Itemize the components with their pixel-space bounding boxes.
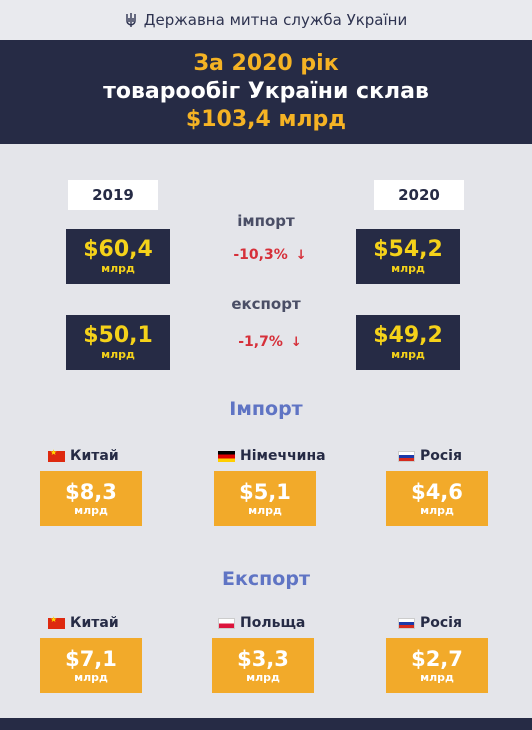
- germany-flag-icon: [218, 450, 235, 462]
- export-2019-box: $50,1 млрд: [66, 315, 170, 370]
- import-label: імпорт: [237, 212, 295, 230]
- export-2020-value: $49,2: [373, 322, 443, 348]
- footer-bar: [0, 718, 532, 730]
- export-country-china: Китай: [48, 615, 178, 631]
- import-country-china: Китай: [48, 448, 178, 464]
- import-2019-value: $60,4: [83, 236, 153, 262]
- import-china-unit: млрд: [74, 503, 108, 517]
- export-section-title: Експорт: [222, 568, 310, 590]
- import-country-germany: Німеччина: [218, 448, 348, 464]
- import-section-title: Імпорт: [229, 398, 303, 420]
- agency-name: Державна митна служба України: [143, 11, 408, 29]
- import-2020-unit: млрд: [391, 261, 425, 275]
- year-label-2020: 2020: [374, 180, 464, 210]
- headline-banner: За 2020 рік товарообіг України склав $10…: [0, 40, 532, 144]
- import-2019-box: $60,4 млрд: [66, 229, 170, 284]
- export-2020-unit: млрд: [391, 347, 425, 361]
- china-flag-icon: [48, 615, 65, 629]
- import-country-russia: Росія: [398, 448, 528, 464]
- russia-flag-icon: [398, 450, 415, 462]
- export-poland-unit: млрд: [246, 670, 280, 684]
- import-germany-unit: млрд: [248, 503, 282, 517]
- export-russia-unit: млрд: [420, 670, 454, 684]
- russia-flag-icon: [398, 617, 415, 629]
- year-label-2019: 2019: [68, 180, 158, 210]
- export-2019-value: $50,1: [83, 322, 153, 348]
- poland-flag-icon: [218, 617, 235, 629]
- import-russia-box: $4,6 млрд: [386, 471, 488, 526]
- china-flag-icon: [48, 448, 65, 462]
- import-change-value: -10,3%: [233, 247, 288, 263]
- export-country-poland: Польща: [218, 615, 348, 631]
- export-poland-box: $3,3 млрд: [212, 638, 314, 693]
- banner-year: За 2020 рік: [193, 51, 339, 76]
- banner-total: $103,4 млрд: [185, 107, 347, 132]
- country-name: Росія: [420, 448, 462, 464]
- arrow-down-icon: ↓: [295, 248, 307, 263]
- trident-icon: [126, 13, 136, 27]
- arrow-down-icon: ↓: [290, 335, 302, 350]
- export-change: -1,7% ↓: [200, 334, 340, 350]
- country-name: Китай: [70, 615, 119, 631]
- country-name: Росія: [420, 615, 462, 631]
- country-name: Китай: [70, 448, 119, 464]
- export-russia-value: $2,7: [411, 646, 463, 671]
- banner-subtitle: товарообіг України склав: [103, 79, 429, 104]
- import-2020-box: $54,2 млрд: [356, 229, 460, 284]
- export-label: експорт: [231, 295, 301, 313]
- export-2019-unit: млрд: [101, 347, 135, 361]
- import-russia-unit: млрд: [420, 503, 454, 517]
- import-germany-box: $5,1 млрд: [214, 471, 316, 526]
- import-china-box: $8,3 млрд: [40, 471, 142, 526]
- import-russia-value: $4,6: [411, 479, 463, 504]
- import-china-value: $8,3: [65, 479, 117, 504]
- agency-header: Державна митна служба України: [0, 0, 532, 40]
- export-china-unit: млрд: [74, 670, 108, 684]
- import-germany-value: $5,1: [239, 479, 291, 504]
- import-2020-value: $54,2: [373, 236, 443, 262]
- country-name: Німеччина: [240, 448, 326, 464]
- export-change-value: -1,7%: [238, 334, 283, 350]
- export-russia-box: $2,7 млрд: [386, 638, 488, 693]
- export-2020-box: $49,2 млрд: [356, 315, 460, 370]
- export-china-box: $7,1 млрд: [40, 638, 142, 693]
- export-poland-value: $3,3: [237, 646, 289, 671]
- export-china-value: $7,1: [65, 646, 117, 671]
- import-change: -10,3% ↓: [200, 247, 340, 263]
- country-name: Польща: [240, 615, 306, 631]
- export-country-russia: Росія: [398, 615, 528, 631]
- import-2019-unit: млрд: [101, 261, 135, 275]
